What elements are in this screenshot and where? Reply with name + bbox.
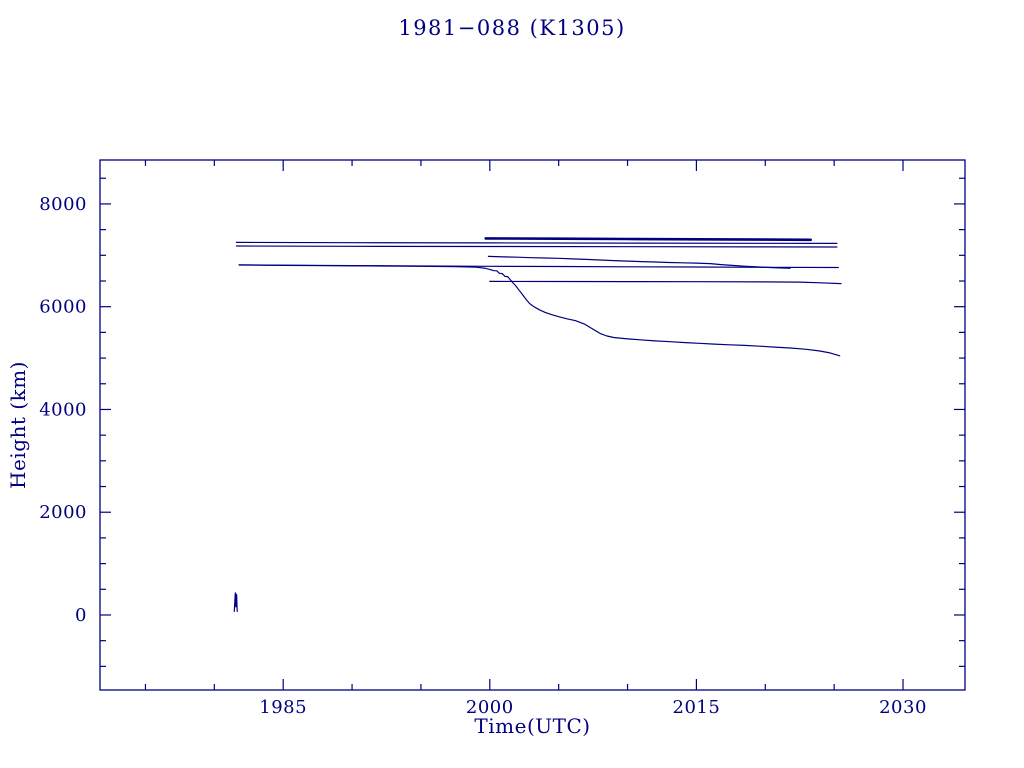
y-tick-label: 6000 <box>39 297 87 318</box>
x-tick-label: 2015 <box>673 697 721 718</box>
chart-title: 1981−088 (K1305) <box>398 16 626 40</box>
axes-frame <box>99 159 966 691</box>
y-axis-label: Height (km) <box>6 361 30 489</box>
x-tick-label: 1985 <box>259 697 307 718</box>
x-tick-label: 2030 <box>879 697 927 718</box>
object-e-decaying-line <box>238 264 841 357</box>
y-tick-label: 8000 <box>39 194 87 215</box>
y-tick-label: 0 <box>75 605 87 626</box>
object-a-lower-line <box>235 245 838 248</box>
x-axis-label: Time(UTC) <box>474 714 591 738</box>
object-c-declining-line <box>487 255 791 269</box>
launch-artifact <box>233 592 238 613</box>
y-tick-label: 4000 <box>39 399 87 420</box>
object-b-thick-line <box>484 237 813 242</box>
object-a-upper-line <box>235 241 838 244</box>
y-tick-label: 2000 <box>39 502 87 523</box>
x-tick-label: 2000 <box>466 697 514 718</box>
object-f-flat-line <box>489 280 842 285</box>
